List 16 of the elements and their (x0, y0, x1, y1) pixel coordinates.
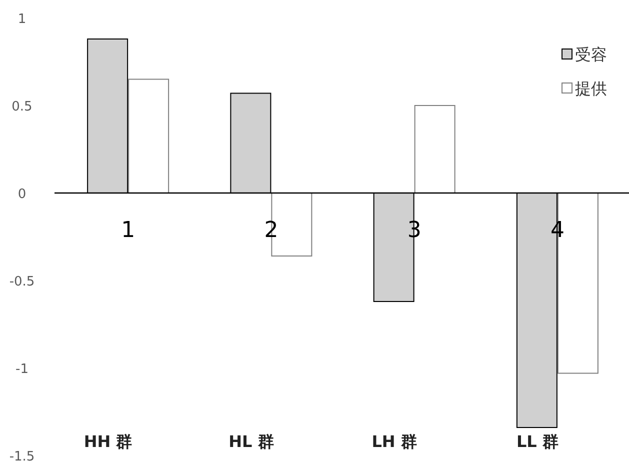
y-tick-label: -1.5 (9, 450, 35, 464)
y-tick-label: -0.5 (9, 274, 35, 290)
bar (414, 105, 456, 194)
annotation: HL 群 (228, 432, 274, 451)
y-tick-label: 0 (18, 187, 26, 202)
bar (128, 78, 170, 194)
legend-label: 提供 (575, 79, 607, 98)
x-tick-label: 1 (121, 218, 136, 243)
y-tick-label: 1 (18, 12, 26, 27)
annotation: LL 群 (516, 432, 558, 451)
y-tick-label: -1 (16, 362, 28, 377)
x-tick-label: 2 (264, 218, 278, 243)
y-tick-label: 0.5 (12, 100, 32, 114)
annotation: HH 群 (84, 432, 132, 451)
annotation: LH 群 (372, 432, 417, 451)
legend-label: 受容 (575, 45, 607, 64)
